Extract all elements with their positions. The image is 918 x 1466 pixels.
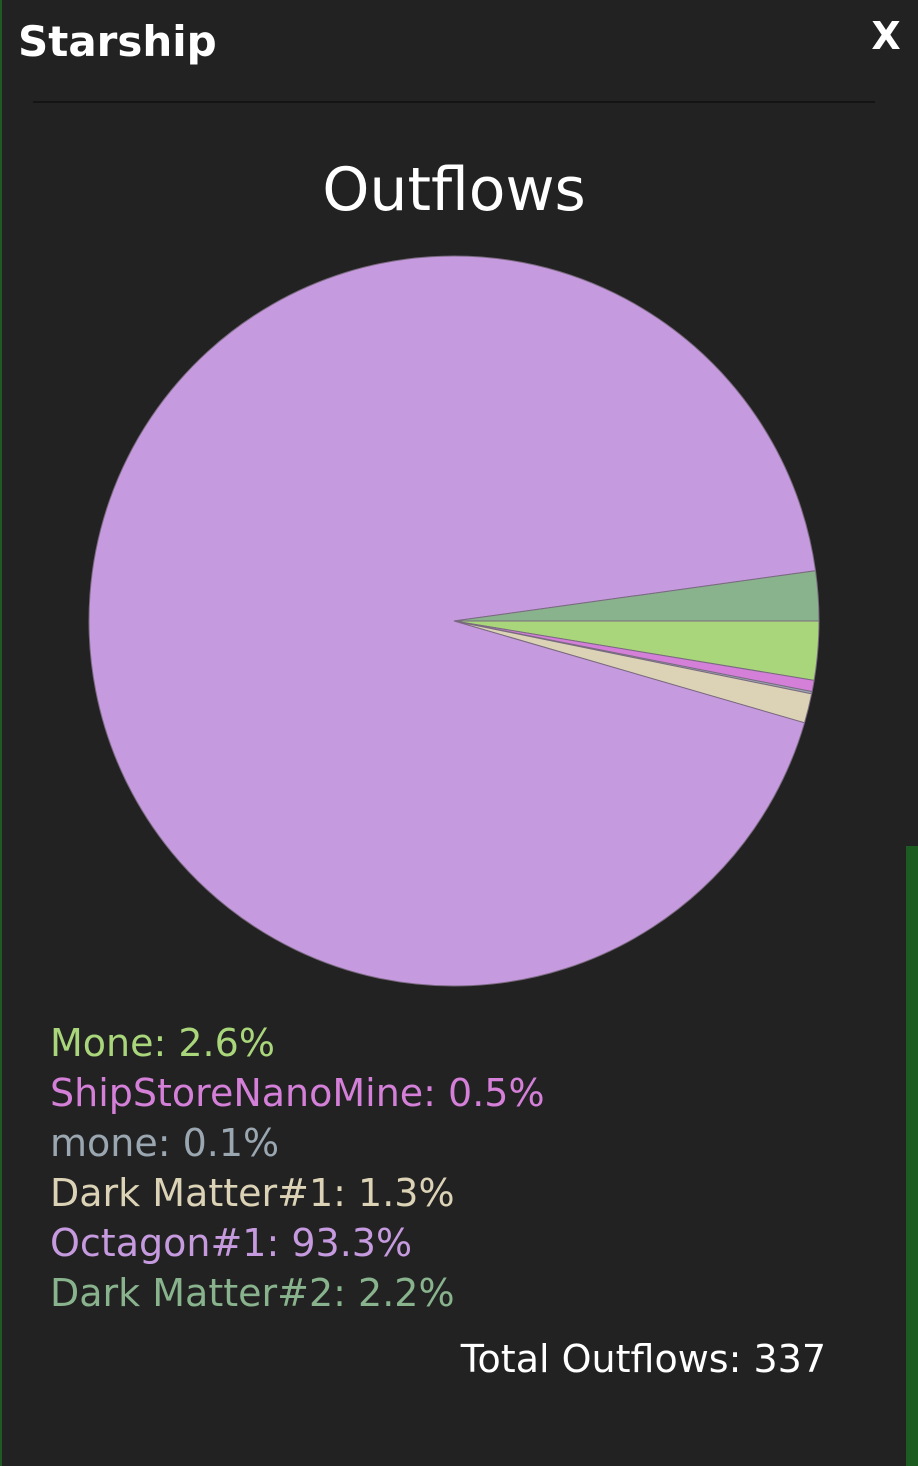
- legend-item-dark-matter-2: Dark Matter#2: 2.2%: [50, 1271, 455, 1315]
- title-divider: [33, 101, 875, 103]
- scrollbar[interactable]: [906, 846, 918, 1466]
- chart-title: Outflows: [322, 155, 586, 225]
- panel-left-border: [0, 0, 2, 1466]
- chart-legend: Mone: 2.6% ShipStoreNanoMine: 0.5% mone:…: [50, 1018, 890, 1318]
- legend-item-shipstorenanomine: ShipStoreNanoMine: 0.5%: [50, 1071, 545, 1115]
- total-outflows: Total Outflows: 337: [460, 1337, 826, 1381]
- legend-item-octagon-1: Octagon#1: 93.3%: [50, 1221, 413, 1265]
- legend-item-mone-lower: mone: 0.1%: [50, 1121, 280, 1165]
- window-title: Starship: [18, 17, 217, 66]
- close-button[interactable]: X: [871, 14, 901, 58]
- outflows-pie-chart: [88, 255, 820, 987]
- pie-slice-dark-matter-2-5: [453, 570, 820, 622]
- legend-item-mone-upper: Mone: 2.6%: [50, 1021, 275, 1065]
- legend-item-dark-matter-1: Dark Matter#1: 1.3%: [50, 1171, 455, 1215]
- pie-slice-octagon-1-4: [88, 255, 817, 987]
